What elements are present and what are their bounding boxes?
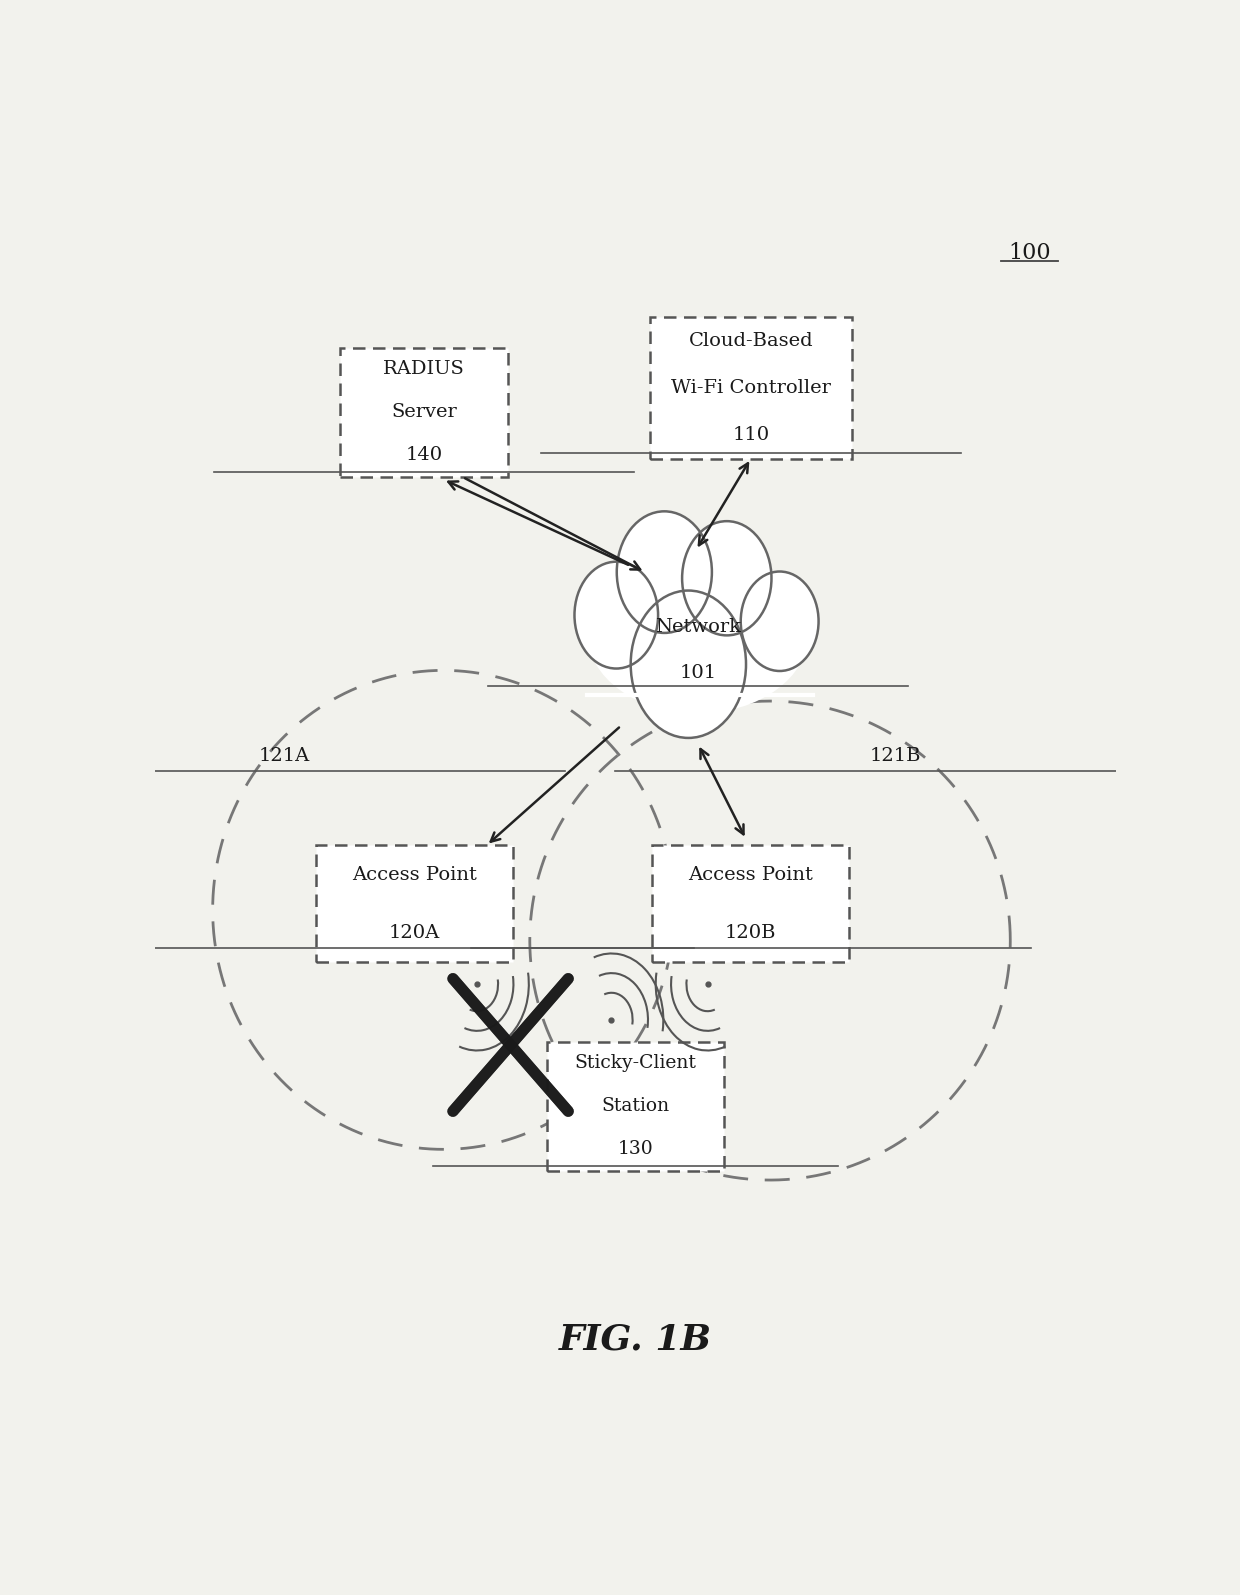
Text: FIG. 1B: FIG. 1B	[559, 1322, 712, 1357]
Text: 121B: 121B	[869, 748, 921, 766]
FancyBboxPatch shape	[340, 348, 508, 477]
Text: Network: Network	[655, 619, 742, 636]
Circle shape	[631, 590, 746, 738]
Circle shape	[616, 512, 712, 633]
Text: Cloud-Based: Cloud-Based	[688, 332, 813, 349]
Text: Access Point: Access Point	[688, 866, 813, 884]
Text: 110: 110	[733, 426, 769, 443]
Text: Sticky-Client: Sticky-Client	[574, 1054, 697, 1072]
Text: Access Point: Access Point	[352, 866, 477, 884]
FancyBboxPatch shape	[650, 317, 852, 458]
Text: 120A: 120A	[389, 924, 440, 943]
FancyBboxPatch shape	[652, 845, 849, 962]
FancyBboxPatch shape	[547, 1042, 724, 1171]
Circle shape	[740, 571, 818, 671]
Text: 101: 101	[680, 664, 717, 681]
Text: 140: 140	[405, 447, 443, 464]
Text: 120B: 120B	[725, 924, 776, 943]
Text: 100: 100	[1008, 242, 1050, 263]
FancyBboxPatch shape	[316, 845, 513, 962]
Text: Wi-Fi Controller: Wi-Fi Controller	[671, 380, 831, 397]
Text: Station: Station	[601, 1097, 670, 1115]
Text: Server: Server	[391, 404, 458, 421]
Text: RADIUS: RADIUS	[383, 360, 465, 378]
Circle shape	[574, 561, 658, 668]
Text: 121A: 121A	[259, 748, 310, 766]
Ellipse shape	[588, 553, 808, 713]
Text: 130: 130	[618, 1140, 653, 1158]
Circle shape	[682, 522, 771, 635]
